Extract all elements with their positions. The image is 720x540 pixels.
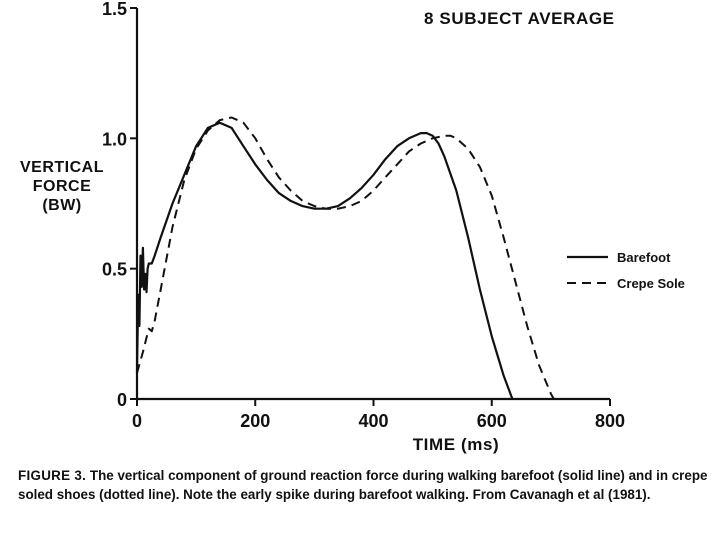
x-axis-label: TIME (ms) — [413, 435, 500, 454]
figure-caption-text: The vertical component of ground reactio… — [18, 468, 708, 502]
figure-caption: FIGURE 3. The vertical component of grou… — [18, 466, 708, 504]
x-tick-label-2: 400 — [358, 411, 388, 431]
y-tick-label-0: 0 — [117, 390, 127, 410]
figure-caption-label: FIGURE 3. — [18, 468, 87, 483]
y-axis-label-line-3: (BW) — [42, 197, 81, 214]
axis-ticks: 0 0.5 1.0 1.5 0 200 400 600 800 — [102, 0, 625, 431]
legend: Barefoot Crepe Sole — [567, 250, 685, 291]
series-layer — [135, 116, 555, 400]
x-tick-label-0: 0 — [132, 411, 142, 431]
legend-label-crepe-sole: Crepe Sole — [617, 276, 685, 291]
y-tick-label-2: 1.0 — [102, 129, 127, 149]
series-line-barefoot — [135, 121, 514, 400]
x-tick-label-4: 800 — [595, 411, 625, 431]
y-tick-label-1: 0.5 — [102, 260, 127, 280]
y-axis-label-line-2: FORCE — [33, 178, 92, 195]
legend-label-barefoot: Barefoot — [617, 250, 671, 265]
x-tick-label-1: 200 — [240, 411, 270, 431]
series-line-crepe-sole — [136, 116, 555, 400]
chart-title: 8 SUBJECT AVERAGE — [424, 9, 615, 28]
x-tick-label-3: 600 — [477, 411, 507, 431]
y-tick-label-3: 1.5 — [102, 0, 127, 19]
y-axis-label-line-1: VERTICAL — [20, 159, 104, 176]
